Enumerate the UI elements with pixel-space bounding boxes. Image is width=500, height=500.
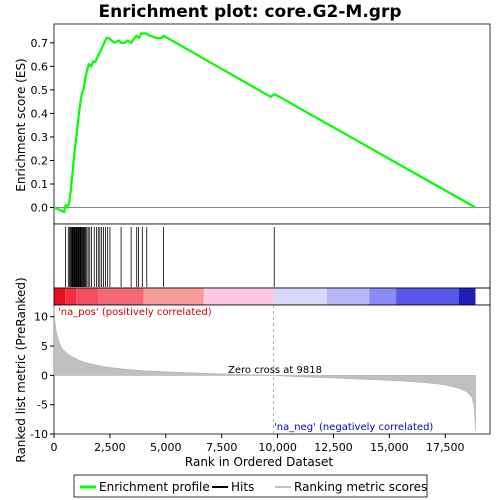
neg-correlated-label: 'na_neg' (negatively correlated)	[274, 422, 433, 433]
rank-color-segment	[76, 288, 99, 305]
rank-color-segment	[98, 288, 144, 305]
rank-color-segment	[326, 288, 370, 305]
x-axis-label: Rank in Ordered Dataset	[185, 455, 333, 469]
es-y-tick-label: 0.2	[31, 154, 49, 167]
enrichment-profile-line	[53, 32, 477, 214]
metric-y-tick-label: -5	[37, 399, 48, 412]
x-tick-label: 2,500	[94, 441, 126, 454]
es-plot-frame	[53, 23, 491, 225]
rank-color-segment	[273, 288, 327, 305]
legend-box	[73, 474, 428, 498]
x-tick-label: 15,000	[370, 441, 409, 454]
es-y-tick-label: 0.7	[31, 37, 49, 50]
x-tick-label: 0	[51, 441, 58, 454]
x-tick-label: 7,500	[206, 441, 238, 454]
legend-label-hits: Hits	[231, 480, 254, 494]
es-panel: 0.0 0.1 0.2 0.3 0.4 0.5 0.6 0.7	[31, 23, 491, 225]
es-y-tick-label: 0.3	[31, 131, 49, 144]
rank-color-segment	[396, 288, 459, 305]
es-y-tick-label: 0.1	[31, 178, 49, 191]
metric-y-tick-label: -10	[30, 428, 48, 441]
legend-label-ranking-metric: Ranking metric scores	[294, 480, 427, 494]
chart-title: Enrichment plot: core.G2-M.grp	[98, 2, 401, 22]
rank-color-segment	[458, 288, 476, 305]
metric-y-tick-label: 5	[41, 340, 48, 353]
x-tick-label: 12,500	[314, 441, 353, 454]
rank-color-segment	[369, 288, 397, 305]
pos-correlated-label: 'na_pos' (positively correlated)	[58, 307, 212, 318]
x-tick-label: 5,000	[150, 441, 182, 454]
ranking-metric-area	[53, 306, 476, 432]
hits-panel	[53, 223, 491, 306]
rank-color-segment	[54, 288, 66, 305]
metric-y-tick-label: 10	[34, 311, 48, 324]
hits-frame	[53, 223, 491, 289]
legend-label-enrichment-profile: Enrichment profile	[99, 480, 210, 494]
rank-color-segment	[65, 288, 77, 305]
legend: Enrichment profile Hits Ranking metric s…	[73, 474, 428, 498]
es-y-tick-label: 0.4	[31, 107, 49, 120]
metric-axis-label: Ranked list metric (PreRanked)	[14, 277, 28, 462]
metric-panel: -10 -5 0 5 10	[30, 304, 491, 441]
rank-color-segment	[203, 288, 274, 305]
x-tick-label: 10,000	[258, 441, 297, 454]
metric-y-tick-label: 0	[41, 369, 48, 382]
es-axis-label: Enrichment score (ES)	[14, 58, 28, 191]
x-axis: 0 2,500 5,000 7,500 10,000 12,500 15,000 17,500	[51, 434, 465, 454]
es-y-tick-label: 0.5	[31, 84, 49, 97]
rank-color-segment	[143, 288, 204, 305]
zero-cross-label: Zero cross at 9818	[228, 365, 322, 376]
x-tick-label: 17,500	[426, 441, 465, 454]
es-y-tick-label: 0.6	[31, 60, 49, 73]
es-y-tick-label: 0.0	[31, 202, 49, 215]
